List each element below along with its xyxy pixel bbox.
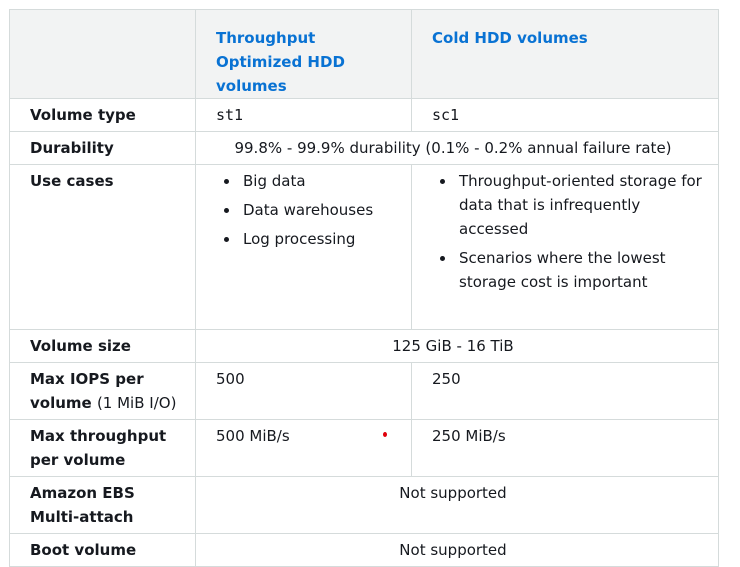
row-label-multi-attach: Amazon EBS Multi-attach	[9, 476, 196, 534]
list-item: Throughput-oriented storage for data tha…	[440, 169, 710, 241]
table-row-boot-volume: Boot volume Not supported	[9, 533, 719, 567]
list-item: Big data	[224, 169, 403, 193]
cell-multi-attach-value: Not supported	[195, 476, 719, 534]
max-iops-label-text: Max IOPS per volume	[30, 370, 144, 412]
red-marker-dot	[383, 432, 387, 437]
table-row-multi-attach: Amazon EBS Multi-attach Not supported	[9, 476, 719, 534]
use-cases-st1-list: Big data Data warehouses Log processing	[216, 169, 403, 251]
cell-boot-volume-value: Not supported	[195, 533, 719, 567]
volume-type-st1-code: st1	[216, 106, 244, 124]
table-row-max-throughput: Max throughput per volume 500 MiB/s 250 …	[9, 419, 719, 477]
use-cases-sc1-list: Throughput-oriented storage for data tha…	[432, 169, 710, 294]
row-label-boot-volume: Boot volume	[9, 533, 196, 567]
table-row-volume-size: Volume size 125 GiB - 16 TiB	[9, 329, 719, 363]
row-label-max-iops: Max IOPS per volume (1 MiB I/O)	[9, 362, 196, 420]
comparison-table-container: Throughput Optimized HDD volumes Cold HD…	[9, 9, 719, 567]
row-label-volume-type: Volume type	[9, 98, 196, 132]
cell-max-iops-sc1: 250	[411, 362, 719, 420]
row-label-durability: Durability	[9, 131, 196, 165]
list-item: Scenarios where the lowest storage cost …	[440, 246, 710, 294]
header-cold-hdd[interactable]: Cold HDD volumes	[411, 9, 719, 99]
list-item: Data warehouses	[224, 198, 403, 222]
row-label-volume-size: Volume size	[9, 329, 196, 363]
row-label-use-cases: Use cases	[9, 164, 196, 330]
cell-max-throughput-sc1: 250 MiB/s	[411, 419, 719, 477]
cell-max-throughput-st1: 500 MiB/s	[195, 419, 412, 477]
cell-use-cases-sc1: Throughput-oriented storage for data tha…	[411, 164, 719, 330]
table-row-volume-type: Volume type st1 sc1	[9, 98, 719, 132]
hdd-volume-comparison-table: Throughput Optimized HDD volumes Cold HD…	[9, 9, 719, 567]
cell-use-cases-st1: Big data Data warehouses Log processing	[195, 164, 412, 330]
table-row-durability: Durability 99.8% - 99.9% durability (0.1…	[9, 131, 719, 165]
max-iops-label-suffix: (1 MiB I/O)	[96, 394, 177, 412]
row-label-max-throughput: Max throughput per volume	[9, 419, 196, 477]
cell-durability-value: 99.8% - 99.9% durability (0.1% - 0.2% an…	[195, 131, 719, 165]
cell-volume-type-st1: st1	[195, 98, 412, 132]
list-item: Log processing	[224, 227, 403, 251]
cell-max-iops-st1: 500	[195, 362, 412, 420]
cell-volume-size-value: 125 GiB - 16 TiB	[195, 329, 719, 363]
header-throughput-optimized-hdd[interactable]: Throughput Optimized HDD volumes	[195, 9, 412, 99]
cell-volume-type-sc1: sc1	[411, 98, 719, 132]
header-corner-cell	[9, 9, 196, 99]
volume-type-sc1-code: sc1	[432, 106, 460, 124]
table-row-use-cases: Use cases Big data Data warehouses Log p…	[9, 164, 719, 330]
table-row-max-iops: Max IOPS per volume (1 MiB I/O) 500 250	[9, 362, 719, 420]
table-header-row: Throughput Optimized HDD volumes Cold HD…	[9, 9, 719, 99]
